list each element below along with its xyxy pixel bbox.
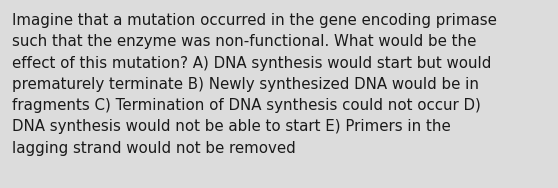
Text: Imagine that a mutation occurred in the gene encoding primase
such that the enzy: Imagine that a mutation occurred in the … bbox=[12, 13, 497, 156]
